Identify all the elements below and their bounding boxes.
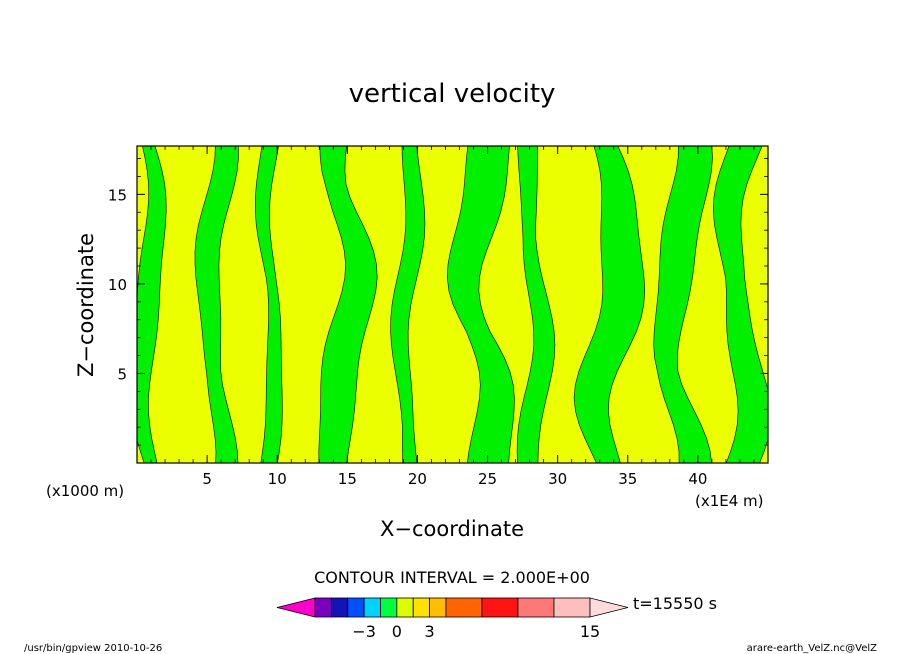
colorbar-segment xyxy=(347,597,365,618)
y-axis: 5 10 15 xyxy=(108,158,768,446)
x-tick-label: 35 xyxy=(618,470,637,488)
colorbar-segment xyxy=(314,597,332,618)
x-tick-label: 25 xyxy=(478,470,497,488)
colorbar-tick-label: 3 xyxy=(424,622,434,641)
x-tick-label: 15 xyxy=(338,470,357,488)
colorbar-low-arrow xyxy=(276,597,316,618)
negative-region xyxy=(712,146,768,463)
colorbar-segment xyxy=(330,597,349,618)
time-label: t=15550 s xyxy=(633,594,717,613)
footer-right: arare-earth_VelZ.nc@VelZ xyxy=(747,643,878,654)
x-tick-label: 40 xyxy=(688,470,707,488)
plot-area xyxy=(137,146,768,463)
colorbar-segment xyxy=(553,597,591,618)
colorbar-tick-label: −3 xyxy=(352,622,376,641)
x-tick-label: 20 xyxy=(408,470,427,488)
negative-region xyxy=(516,146,556,463)
footer-left: /usr/bin/gpview 2010-10-26 xyxy=(24,643,162,654)
x-tick-label: 10 xyxy=(268,470,287,488)
x-axis: 5 10 15 20 25 30 35 40 xyxy=(150,146,755,488)
y-tick-label: 15 xyxy=(108,186,127,204)
x-unit-right: (x1E4 m) xyxy=(695,492,764,510)
colorbar-tick-label: 0 xyxy=(392,622,402,641)
colorbar xyxy=(276,597,629,618)
plot-frame xyxy=(136,145,769,464)
colorbar-segment xyxy=(412,597,430,618)
y-tick-label: 5 xyxy=(117,365,127,383)
colorbar-tick-label: 15 xyxy=(580,622,600,641)
colorbar-segment xyxy=(445,597,483,618)
negative-region xyxy=(255,146,283,463)
colorbar-high-arrow xyxy=(589,597,629,618)
colorbar-segment xyxy=(481,597,519,618)
colorbar-segment xyxy=(517,597,555,618)
colorbar-ticks: −3 0 3 15 xyxy=(352,622,600,641)
colorbar-segment xyxy=(380,597,398,618)
negative-region xyxy=(446,146,515,463)
negative-region xyxy=(137,146,167,463)
chart-title: vertical velocity xyxy=(349,79,556,109)
negative-region xyxy=(573,146,646,463)
x-axis-label: X−coordinate xyxy=(380,517,524,541)
negative-field xyxy=(137,146,768,463)
x-tick-label: 30 xyxy=(548,470,567,488)
x-tick-label: 5 xyxy=(202,470,212,488)
negative-region xyxy=(653,146,713,463)
x-unit-left: (x1000 m) xyxy=(46,482,124,500)
negative-region xyxy=(318,146,378,463)
colorbar-segment xyxy=(396,597,414,618)
y-axis-label: Z−coordinate xyxy=(74,233,98,377)
y-tick-label: 10 xyxy=(108,276,127,294)
colorbar-segment xyxy=(363,597,381,618)
colorbar-segment xyxy=(429,597,447,618)
negative-region xyxy=(194,146,239,463)
contour-interval: CONTOUR INTERVAL = 2.000E+00 xyxy=(314,568,590,587)
negative-region xyxy=(390,146,426,463)
